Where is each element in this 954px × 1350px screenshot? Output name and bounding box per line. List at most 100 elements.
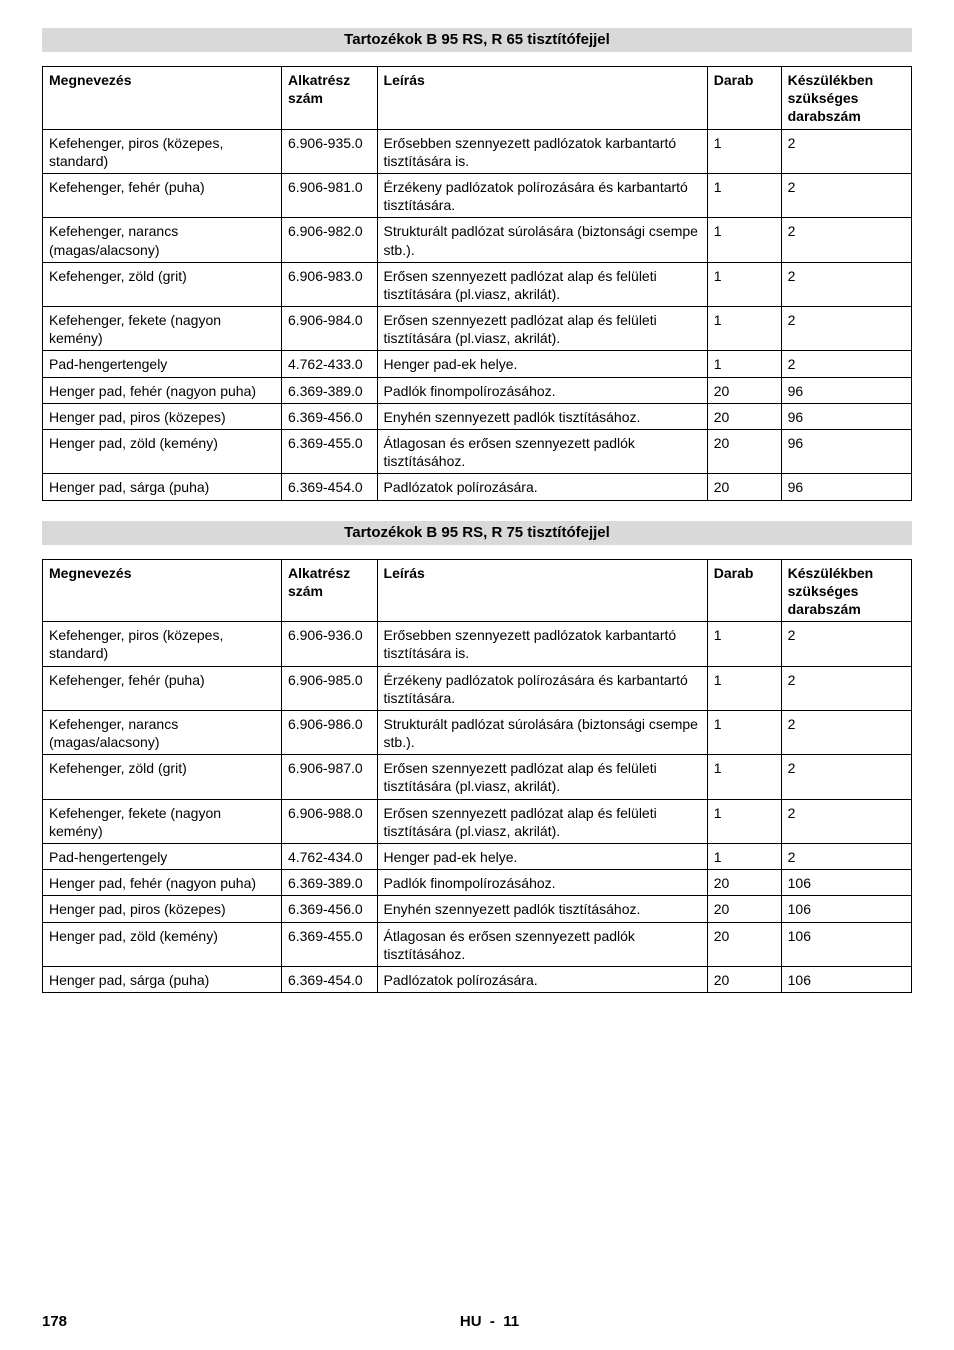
table-header-row: Megnevezés Alkatrész szám Leírás Darab K… [43,559,912,622]
cell-part: 6.906-983.0 [281,262,377,306]
cell-part: 6.369-456.0 [281,896,377,922]
cell-req: 106 [781,966,911,992]
cell-req: 2 [781,666,911,710]
table-row: Kefehenger, zöld (grit)6.906-983.0Erősen… [43,262,912,306]
table1-body: Kefehenger, piros (közepes, standard) 6.9… [43,129,912,500]
table-r75: Megnevezés Alkatrész szám Leírás Darab K… [42,559,912,994]
cell-part: 6.906-987.0 [281,755,377,799]
cell-desc: Enyhén szennyezett padlók tisztításához. [377,403,707,429]
cell-part: 6.369-455.0 [281,430,377,474]
cell-name: Kefehenger, narancs (magas/alacsony) [43,710,282,754]
th-req: Készülékben szükséges darabszám [781,67,911,130]
cell-name: Pad-hengertengely [43,351,282,377]
cell-desc: Padlók finompolírozásához. [377,870,707,896]
cell-qty: 1 [707,307,781,351]
cell-qty: 1 [707,173,781,217]
page-footer: 178 HU - 11 [42,1313,912,1330]
cell-req: 2 [781,799,911,843]
table-row: Kefehenger, fehér (puha)6.906-981.0Érzék… [43,173,912,217]
th-part: Alkatrész szám [281,67,377,130]
cell-part: 6.906-936.0 [281,622,377,666]
cell-desc: Enyhén szennyezett padlók tisztításához. [377,896,707,922]
table-row: Kefehenger, fehér (puha)6.906-985.0Érzék… [43,666,912,710]
cell-desc: Strukturált padlózat súrolására (biztons… [377,218,707,262]
cell-desc: Henger pad-ek helye. [377,351,707,377]
footer-lang: HU [460,1313,482,1330]
cell-name: Kefehenger, zöld (grit) [43,262,282,306]
cell-part: 6.369-389.0 [281,377,377,403]
cell-name: Henger pad, piros (közepes) [43,896,282,922]
cell-name: Kefehenger, fekete (nagyon kemény) [43,307,282,351]
table-row: Henger pad, fehér (nagyon puha)6.369-389… [43,870,912,896]
section1-title: Tartozékok B 95 RS, R 65 tisztítófejjel [42,28,912,52]
cell-desc: Strukturált padlózat súrolására (biztons… [377,710,707,754]
cell-name: Henger pad, zöld (kemény) [43,922,282,966]
cell-desc: Erősen szennyezett padlózat alap és felü… [377,307,707,351]
table-r65: Megnevezés Alkatrész szám Leírás Darab K… [42,66,912,501]
cell-name: Kefehenger, piros (közepes, standard) [43,622,282,666]
cell-qty: 1 [707,710,781,754]
cell-qty: 20 [707,896,781,922]
cell-part: 6.906-985.0 [281,666,377,710]
cell-req: 106 [781,896,911,922]
table-row: Henger pad, sárga (puha)6.369-454.0Padló… [43,966,912,992]
cell-part: 6.369-454.0 [281,966,377,992]
cell-qty: 1 [707,351,781,377]
table-row: Henger pad, sárga (puha)6.369-454.0Padló… [43,474,912,500]
cell-name: Kefehenger, piros (közepes, standard) [43,129,282,173]
cell-name: Henger pad, zöld (kemény) [43,430,282,474]
cell-desc: Erősebben szennyezett padlózatok karbant… [377,622,707,666]
cell-part: 6.369-455.0 [281,922,377,966]
cell-name: Kefehenger, zöld (grit) [43,755,282,799]
table-row: Henger pad, zöld (kemény)6.369-455.0Átla… [43,922,912,966]
cell-part: 4.762-434.0 [281,844,377,870]
table-row: Henger pad, fehér (nagyon puha)6.369-389… [43,377,912,403]
cell-req: 106 [781,870,911,896]
cell-req: 96 [781,403,911,429]
cell-req: 2 [781,129,911,173]
table-row: Henger pad, piros (közepes)6.369-456.0En… [43,403,912,429]
cell-req: 2 [781,844,911,870]
cell-desc: Padlók finompolírozásához. [377,377,707,403]
cell-qty: 20 [707,430,781,474]
cell-qty: 1 [707,844,781,870]
th-desc: Leírás [377,559,707,622]
cell-desc: Erősen szennyezett padlózat alap és felü… [377,262,707,306]
footer-center: HU - 11 [42,1313,912,1330]
cell-qty: 1 [707,218,781,262]
cell-qty: 1 [707,129,781,173]
cell-qty: 1 [707,262,781,306]
cell-part: 6.906-982.0 [281,218,377,262]
cell-req: 96 [781,430,911,474]
table-row: Kefehenger, narancs (magas/alacsony)6.90… [43,710,912,754]
cell-desc: Padlózatok polírozására. [377,474,707,500]
footer-idx: 11 [503,1313,519,1330]
th-qty: Darab [707,559,781,622]
cell-desc: Padlózatok polírozására. [377,966,707,992]
cell-desc: Erősen szennyezett padlózat alap és felü… [377,799,707,843]
cell-desc: Érzékeny padlózatok polírozására és karb… [377,666,707,710]
cell-req: 2 [781,262,911,306]
cell-name: Pad-hengertengely [43,844,282,870]
cell-name: Henger pad, sárga (puha) [43,474,282,500]
cell-desc: Henger pad-ek helye. [377,844,707,870]
cell-part: 6.369-456.0 [281,403,377,429]
table-row: Pad-hengertengely4.762-433.0Henger pad-e… [43,351,912,377]
th-part: Alkatrész szám [281,559,377,622]
table-row: Kefehenger, fekete (nagyon kemény)6.906-… [43,799,912,843]
cell-qty: 20 [707,922,781,966]
cell-qty: 20 [707,870,781,896]
th-name: Megnevezés [43,67,282,130]
cell-part: 6.906-984.0 [281,307,377,351]
cell-req: 2 [781,218,911,262]
cell-name: Henger pad, sárga (puha) [43,966,282,992]
cell-name: Kefehenger, narancs (magas/alacsony) [43,218,282,262]
table-row: Pad-hengertengely4.762-434.0Henger pad-e… [43,844,912,870]
cell-name: Kefehenger, fehér (puha) [43,666,282,710]
cell-name: Kefehenger, fekete (nagyon kemény) [43,799,282,843]
cell-part: 6.906-986.0 [281,710,377,754]
table-row: Henger pad, piros (közepes)6.369-456.0En… [43,896,912,922]
cell-req: 2 [781,755,911,799]
cell-name: Henger pad, fehér (nagyon puha) [43,870,282,896]
cell-desc: Erősebben szennyezett padlózatok karbant… [377,129,707,173]
